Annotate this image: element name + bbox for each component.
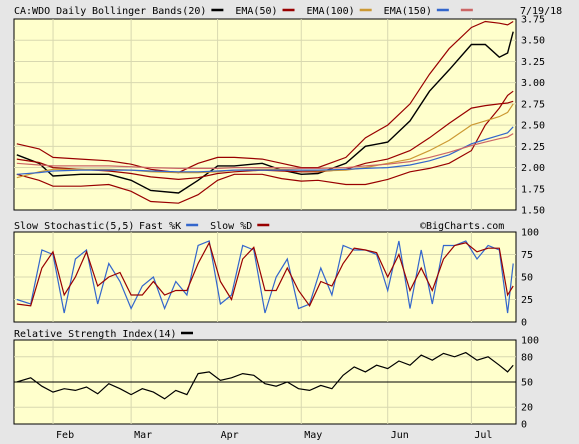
month-label-jul: Jul: [474, 430, 492, 441]
stochastic-ytick-label: 75: [521, 250, 533, 261]
header: CA:WDO Daily Bollinger Bands(20) EMA(50) E…: [14, 6, 562, 17]
symbol-label: CA:WDO Daily: [14, 6, 86, 17]
stochastic-series-slow_d: [16, 241, 514, 307]
price-series-ema50: [16, 100, 514, 181]
price-series-close: [16, 31, 514, 194]
price-ytick-label: 2.00: [521, 163, 545, 174]
price-series: [16, 20, 514, 204]
rsi-gridlines: [14, 340, 516, 424]
rsi-ytick-label: 20: [521, 403, 533, 414]
price-ytick-label: 3.50: [521, 36, 545, 47]
stochastic-legend: Fast %K Slow %D: [139, 221, 270, 232]
rsi-title: Relative Strength Index(14): [14, 329, 177, 340]
rsi-y-ticks: 100 80 50 20 0: [521, 336, 539, 431]
date-label: 7/19/18: [520, 6, 562, 17]
month-label-apr: Apr: [221, 430, 239, 441]
stochastic-legend-label: Fast %K: [139, 221, 181, 232]
month-label-jun: Jun: [391, 430, 409, 441]
bigcharts-watermark: ©BigCharts.com: [420, 221, 504, 232]
stochastic-header: Slow Stochastic(5,5) Fast %K Slow %D ©Big…: [14, 221, 504, 232]
price-ytick-label: 2.75: [521, 99, 545, 110]
stochastic-title: Slow Stochastic(5,5): [14, 221, 134, 232]
month-label-mar: Mar: [134, 430, 152, 441]
rsi-ytick-label: 80: [521, 352, 533, 363]
price-ytick-label: 2.50: [521, 121, 545, 132]
rsi-series: [16, 351, 514, 400]
rsi-ytick-label: 0: [521, 420, 527, 431]
header-legend-label: Bollinger Bands(20): [92, 6, 206, 17]
rsi-ytick-label: 100: [521, 336, 539, 347]
stochastic-panel: 100 75 50 25 0: [13, 228, 539, 329]
rsi-header: Relative Strength Index(14): [14, 329, 193, 340]
month-label-feb: Feb: [56, 430, 74, 441]
price-ytick-label: 3.25: [521, 57, 545, 68]
price-ytick-label: 2.25: [521, 142, 545, 153]
rsi-ytick-label: 50: [521, 378, 533, 389]
price-panel: 3.75 3.50 3.25 3.00 2.75 2.50 2.25 2.00 1.75 1.50: [13, 15, 545, 217]
stochastic-y-ticks: 100 75 50 25 0: [521, 228, 539, 329]
price-series-bb_lower: [16, 90, 514, 204]
price-series-bb_upper: [16, 20, 514, 174]
stochastic-ytick-label: 50: [521, 273, 533, 284]
price-ytick-label: 3.00: [521, 78, 545, 89]
price-plot-area: [13, 18, 517, 211]
header-legend-label: EMA(150): [384, 6, 432, 17]
price-y-ticks: 3.75 3.50 3.25 3.00 2.75 2.50 2.25 2.00 1.75 1.50: [521, 15, 545, 217]
price-series-ema_extra: [16, 133, 514, 169]
stochastic-legend-label: Slow %D: [210, 221, 252, 232]
month-label-may: May: [304, 430, 322, 441]
price-ytick-label: 1.50: [521, 206, 545, 217]
header-legend-label: EMA(100): [307, 6, 355, 17]
x-axis-month-labels: Feb Mar Apr May Jun Jul: [56, 430, 492, 441]
header-legend-label: EMA(50): [235, 6, 277, 17]
rsi-panel: 100 80 50 20 0: [13, 336, 539, 431]
price-ytick-label: 1.75: [521, 184, 545, 195]
stochastic-ytick-label: 25: [521, 295, 533, 306]
stochastic-series: [16, 240, 514, 314]
price-ytick-label: 3.75: [521, 15, 545, 26]
stochastic-ytick-label: 0: [521, 318, 527, 329]
rsi-series-rsi: [16, 351, 514, 400]
stochastic-ytick-label: 100: [521, 228, 539, 239]
price-series-ema150: [16, 126, 514, 175]
header-legend: Bollinger Bands(20) EMA(50) EMA(100) EMA(15…: [92, 6, 473, 17]
